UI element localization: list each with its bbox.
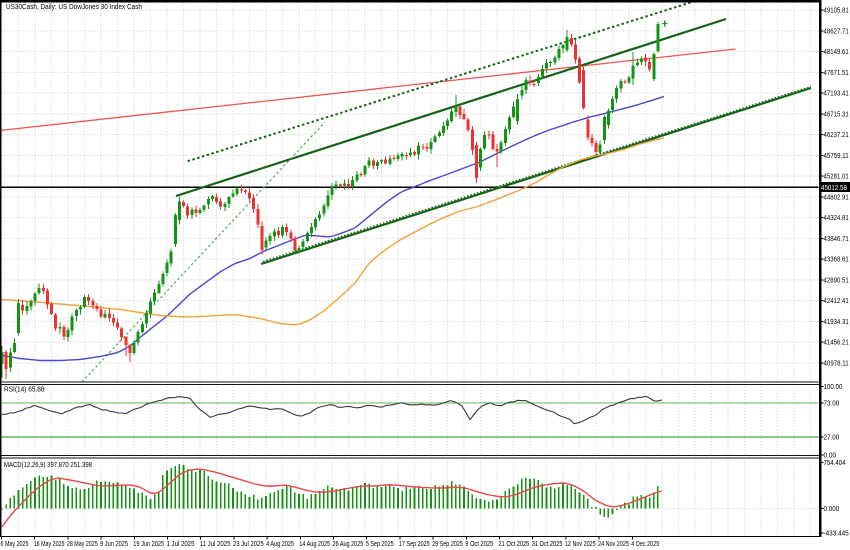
svg-text:46237.21: 46237.21 — [824, 132, 849, 139]
svg-text:43846.71: 43846.71 — [824, 236, 849, 243]
svg-text:1 Jul 2025: 1 Jul 2025 — [167, 541, 195, 548]
svg-text:42890.51: 42890.51 — [824, 277, 849, 284]
svg-text:40978.11: 40978.11 — [824, 360, 849, 367]
svg-text:41934.31: 41934.31 — [824, 319, 849, 326]
svg-text:RSI(14) 65.88: RSI(14) 65.88 — [4, 387, 45, 394]
svg-text:47193.41: 47193.41 — [824, 91, 849, 98]
svg-text:US30Cash, Daily: US DowJones 3: US30Cash, Daily: US DowJones 30 Index Ca… — [6, 4, 142, 11]
svg-text:12 Nov 2025: 12 Nov 2025 — [565, 541, 596, 548]
svg-text:16 May 2025: 16 May 2025 — [34, 541, 65, 548]
svg-text:11 Jul 2025: 11 Jul 2025 — [200, 541, 231, 548]
svg-text:0.00: 0.00 — [824, 453, 837, 460]
svg-text:5 Sep 2025: 5 Sep 2025 — [366, 541, 394, 548]
svg-text:47671.51: 47671.51 — [824, 70, 849, 77]
svg-text:41456.21: 41456.21 — [824, 340, 849, 347]
svg-text:24 Nov 2025: 24 Nov 2025 — [598, 541, 629, 548]
svg-text:MACD(12,26,9) 397.870 251.398: MACD(12,26,9) 397.870 251.398 — [4, 462, 92, 469]
svg-text:23 Jul 2025: 23 Jul 2025 — [233, 541, 264, 548]
svg-text:100.00: 100.00 — [824, 384, 843, 391]
svg-text:6 May 2025: 6 May 2025 — [1, 541, 29, 548]
svg-text:44802.91: 44802.91 — [824, 194, 849, 201]
svg-text:754.404: 754.404 — [824, 460, 846, 467]
svg-text:45759.11: 45759.11 — [824, 153, 849, 160]
svg-text:45012.58: 45012.58 — [821, 185, 847, 192]
svg-text:-433.445: -433.445 — [824, 531, 849, 538]
svg-text:17 Sep 2025: 17 Sep 2025 — [399, 541, 430, 548]
svg-text:21 Oct 2025: 21 Oct 2025 — [499, 541, 530, 548]
svg-text:4 Dec 2025: 4 Dec 2025 — [631, 541, 659, 548]
svg-text:43368.61: 43368.61 — [824, 257, 849, 264]
svg-text:0.000: 0.000 — [824, 506, 840, 513]
svg-text:48149.61: 48149.61 — [824, 49, 849, 56]
svg-text:14 Aug 2025: 14 Aug 2025 — [299, 541, 330, 548]
svg-text:31 Oct 2025: 31 Oct 2025 — [532, 541, 563, 548]
svg-text:27.00: 27.00 — [824, 435, 840, 442]
svg-text:9 Oct 2025: 9 Oct 2025 — [465, 541, 493, 548]
svg-text:19 Jun 2025: 19 Jun 2025 — [133, 541, 164, 548]
svg-text:48627.71: 48627.71 — [824, 28, 849, 35]
svg-text:45281.01: 45281.01 — [824, 174, 849, 181]
svg-text:42412.41: 42412.41 — [824, 298, 849, 305]
svg-text:28 May 2025: 28 May 2025 — [67, 541, 98, 548]
svg-text:26 Aug 2025: 26 Aug 2025 — [333, 541, 364, 548]
svg-text:73.00: 73.00 — [824, 401, 840, 408]
svg-text:9 Jun 2025: 9 Jun 2025 — [100, 541, 128, 548]
svg-text:44324.81: 44324.81 — [824, 215, 849, 222]
svg-text:4 Aug 2025: 4 Aug 2025 — [266, 541, 294, 548]
svg-text:29 Sep 2025: 29 Sep 2025 — [432, 541, 463, 548]
svg-text:46715.31: 46715.31 — [824, 111, 849, 118]
svg-text:49105.81: 49105.81 — [824, 8, 849, 15]
